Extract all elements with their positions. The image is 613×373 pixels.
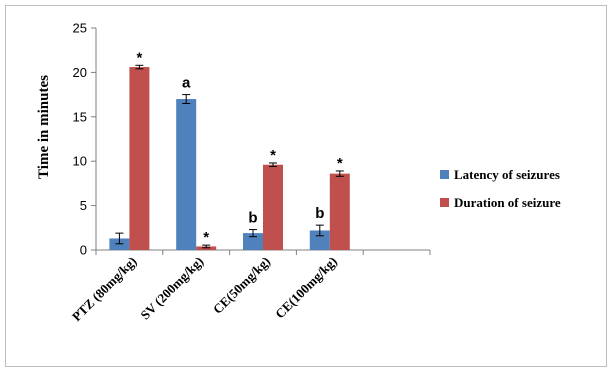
bar (263, 164, 283, 250)
y-axis-label: Time in minutes (36, 75, 52, 179)
bar (329, 173, 350, 250)
bars: a b b * * * * (109, 49, 350, 251)
bar (129, 67, 150, 251)
axes: 0 5 10 15 20 25 PTZ (80mg/kg)SV (200mg/kg) CE(5… (69, 21, 431, 325)
chart-frame (5, 5, 607, 367)
data-annotation: * (337, 155, 343, 172)
legend-entry: Duration of seizure (454, 195, 561, 210)
bar (176, 99, 197, 250)
data-annotation: b (315, 205, 324, 222)
bar (243, 233, 263, 250)
x-tick-label: SV (200mg/kg) (137, 254, 206, 323)
legend-entry: Latency of seizures (454, 167, 560, 182)
data-annotation: a (182, 75, 191, 92)
bar (309, 230, 330, 250)
legend-swatch (440, 170, 449, 179)
y-tick-label: 10 (73, 154, 87, 169)
y-tick-label: 0 (80, 243, 87, 258)
y-tick-label: 5 (80, 198, 87, 213)
data-annotation: * (203, 229, 209, 246)
x-tick-label: PTZ (80mg/kg) (69, 254, 140, 325)
y-tick-label: 20 (73, 65, 87, 80)
y-tick-label: 15 (73, 109, 87, 124)
data-annotation: b (248, 210, 257, 227)
y-tick-label: 25 (73, 21, 87, 36)
data-annotation: * (136, 49, 142, 66)
x-tick-label: CE(50mg/kg) (210, 254, 273, 317)
data-annotation: * (270, 147, 276, 164)
legend-swatch (440, 198, 449, 207)
x-tick-label: CE(100mg/kg) (272, 254, 340, 322)
legend: Latency of seizures Duration of seizure (440, 167, 561, 210)
